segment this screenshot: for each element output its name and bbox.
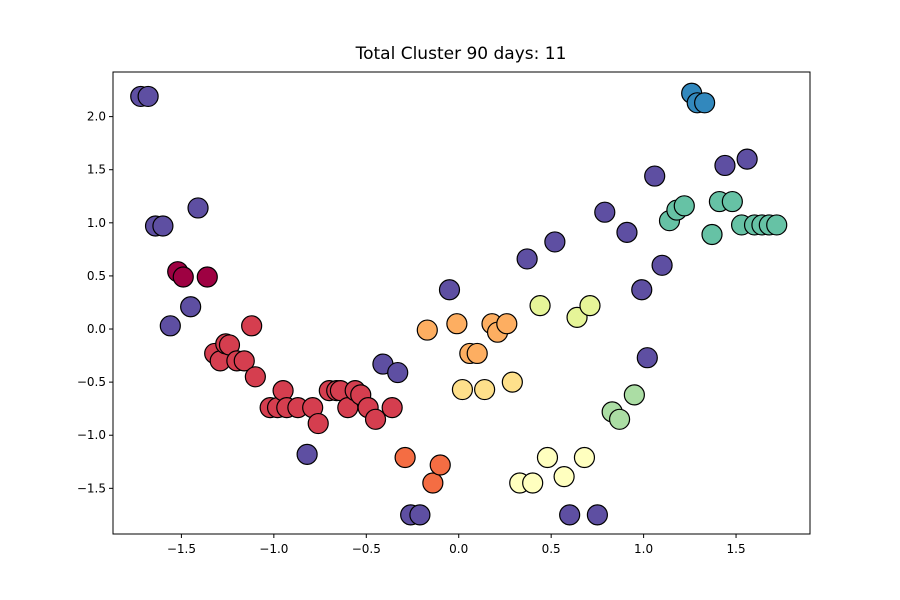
chart-title: Total Cluster 90 days: 11 xyxy=(355,44,567,64)
x-tick-label: 0.0 xyxy=(449,542,468,556)
scatter-point-cluster-4 xyxy=(466,342,488,365)
scatter-point-cluster-11 xyxy=(159,315,181,337)
scatter-point-cluster-11 xyxy=(516,248,538,270)
y-tick-label: −1.5 xyxy=(77,481,106,495)
x-tick-label: 1.0 xyxy=(634,542,653,556)
scatter-point-cluster-2 xyxy=(307,412,329,435)
scatter-point-cluster-11 xyxy=(544,231,566,253)
scatter-point-cluster-10 xyxy=(694,92,716,114)
scatter-point-cluster-11 xyxy=(714,154,736,177)
scatter-point-cluster-11 xyxy=(736,148,758,170)
scatter-point-cluster-6 xyxy=(573,446,596,469)
scatter-point-cluster-7 xyxy=(529,295,551,317)
scatter-point-cluster-8 xyxy=(608,408,631,430)
scatter-point-cluster-11 xyxy=(137,85,159,108)
y-tick-label: 2.0 xyxy=(87,110,106,124)
y-tick-label: 1.5 xyxy=(87,163,106,177)
scatter-point-cluster-11 xyxy=(586,504,608,526)
scatter-point-cluster-3 xyxy=(429,454,451,476)
scatter-point-cluster-11 xyxy=(651,254,673,276)
scatter-point-cluster-11 xyxy=(387,361,409,384)
scatter-point-cluster-11 xyxy=(296,443,318,465)
x-tick-label: 0.5 xyxy=(542,542,561,556)
plot-frame xyxy=(112,71,811,535)
scatter-point-cluster-9 xyxy=(721,190,743,213)
scatter-point-cluster-9 xyxy=(673,195,695,217)
scatter-point-cluster-2 xyxy=(381,397,403,419)
x-tick-label: 1.5 xyxy=(727,542,746,556)
scatter-point-cluster-6 xyxy=(522,472,544,494)
scatter-point-cluster-11 xyxy=(616,221,638,243)
scatter-point-cluster-11 xyxy=(559,504,581,526)
scatter-point-cluster-11 xyxy=(187,197,209,219)
y-axis: −1.5 −1.0 −0.5 0.0 0.5 1.0 1.5 2.0 xyxy=(77,110,113,495)
scatter-point-cluster-11 xyxy=(409,504,431,526)
scatter-point-cluster-2 xyxy=(241,315,263,337)
scatter-point-cluster-11 xyxy=(152,215,174,237)
y-tick-label: 1.0 xyxy=(87,216,106,230)
scatter-point-cluster-2 xyxy=(364,408,387,430)
scatter-point-cluster-11 xyxy=(631,279,653,301)
scatter-point-cluster-2 xyxy=(244,366,266,388)
y-tick-label: 0.0 xyxy=(87,322,106,336)
scatter-point-cluster-11 xyxy=(594,201,616,223)
x-tick-label: −1.5 xyxy=(167,542,196,556)
y-tick-label: −0.5 xyxy=(77,375,106,389)
points-layer xyxy=(130,82,788,526)
y-tick-label: −1.0 xyxy=(77,428,106,442)
x-tick-label: −0.5 xyxy=(352,542,381,556)
scatter-point-cluster-4 xyxy=(416,319,438,341)
scatter-point-cluster-4 xyxy=(446,313,468,335)
scatter-point-cluster-11 xyxy=(636,347,658,369)
scatter-point-cluster-5 xyxy=(451,378,474,401)
scatter-point-cluster-1 xyxy=(196,266,218,288)
scatter-point-cluster-11 xyxy=(644,165,666,187)
scatter-point-cluster-5 xyxy=(501,371,523,393)
x-axis: −1.5 −1.0 −0.5 0.0 0.5 1.0 1.5 xyxy=(167,534,746,556)
y-tick-label: 0.5 xyxy=(87,269,106,283)
scatter-point-cluster-9 xyxy=(701,223,723,246)
scatter-point-cluster-2 xyxy=(233,350,255,372)
scatter-point-cluster-1 xyxy=(172,266,194,288)
scatter-point-cluster-11 xyxy=(438,279,461,301)
scatter-point-cluster-3 xyxy=(394,446,416,469)
scatter-point-cluster-6 xyxy=(536,446,559,469)
scatter-point-cluster-4 xyxy=(496,313,518,335)
scatter-point-cluster-6 xyxy=(553,466,575,488)
scatter-point-cluster-11 xyxy=(180,296,202,318)
scatter-point-cluster-8 xyxy=(623,384,645,406)
scatter-point-cluster-7 xyxy=(579,295,601,317)
scatter-point-cluster-5 xyxy=(474,378,496,401)
scatter-point-cluster-3 xyxy=(422,472,444,494)
scatter-point-cluster-9 xyxy=(766,214,788,236)
x-tick-label: −1.0 xyxy=(259,542,288,556)
